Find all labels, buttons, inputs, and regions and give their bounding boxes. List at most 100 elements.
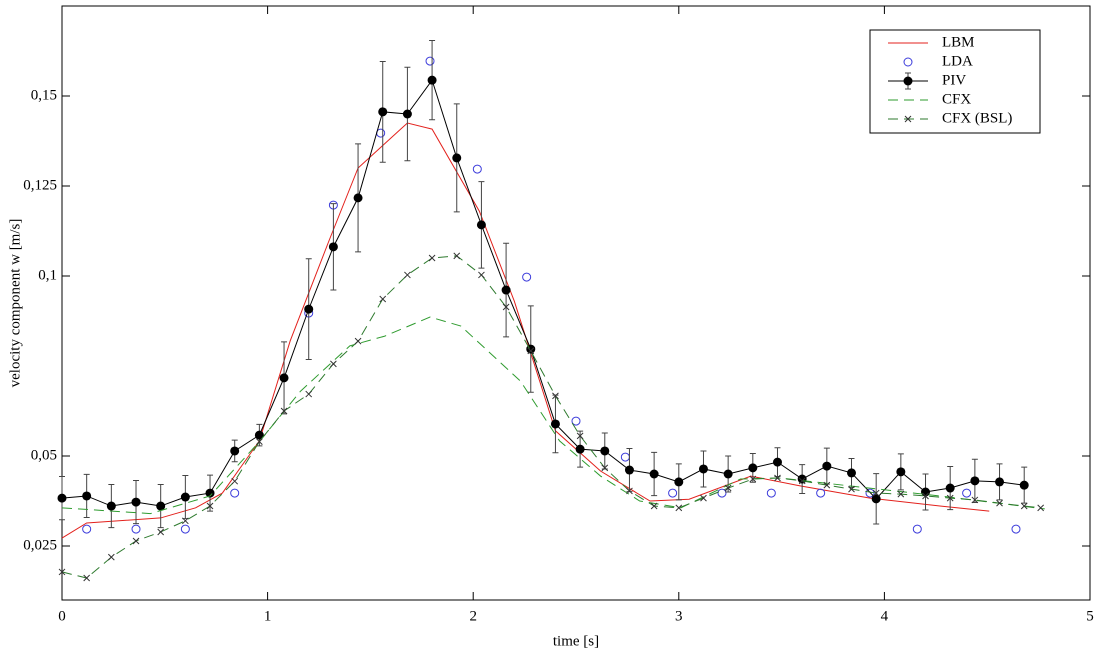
x-tick-label: 5 [1086, 608, 1094, 624]
piv-point [106, 501, 116, 511]
y-tick-label: 0,125 [23, 177, 57, 193]
x-tick-label: 4 [881, 608, 889, 624]
piv-point [822, 461, 832, 471]
lda-point [717, 488, 727, 498]
cfx-bsl-point [182, 517, 189, 525]
cfx-bsl-point [626, 487, 633, 495]
legend: LBM LDA PIV CFX CFX (BSL) [869, 29, 1041, 134]
cfx-bsl-point [872, 489, 880, 497]
legend-marker [903, 57, 913, 67]
piv-point [328, 242, 338, 252]
cfx-bsl-point [897, 490, 905, 498]
series-line [61, 316, 1045, 515]
cfx-bsl-point [971, 496, 979, 504]
cfx-bsl-point [453, 252, 461, 260]
piv-point [57, 493, 67, 503]
piv-point [723, 469, 733, 479]
cfx-bsl-point [502, 303, 510, 311]
piv-point [896, 467, 906, 477]
cfx-bsl-point [231, 477, 239, 485]
series-line [61, 79, 1025, 507]
cfx-bsl-point [478, 271, 485, 279]
lda-point [571, 416, 581, 426]
y-tick-label: 0,1 [38, 267, 57, 283]
y-tick-label: 0,05 [31, 447, 57, 463]
cfx-bsl-point [700, 494, 707, 502]
cfx-bsl-point [848, 485, 855, 493]
piv-point [698, 464, 708, 474]
piv-point [995, 477, 1005, 487]
cfx-bsl-point [1020, 502, 1028, 510]
piv-point [624, 465, 634, 475]
piv-point [180, 492, 190, 502]
lda-point [766, 488, 776, 498]
piv-point [254, 430, 264, 440]
piv-point [945, 483, 955, 493]
piv-point [230, 446, 240, 456]
cfx-bsl-point [428, 254, 436, 262]
y-tick-label: 0,025 [23, 537, 57, 553]
cfx-bsl-point [83, 574, 91, 582]
lda-point [522, 272, 532, 282]
cfx-bsl-point [996, 499, 1003, 507]
piv-point [156, 501, 166, 511]
piv-point [871, 494, 881, 504]
cfx-bsl-point [527, 347, 535, 355]
cfx-bsl-point [330, 360, 337, 368]
piv-point [674, 477, 684, 487]
piv-point [600, 446, 610, 456]
y-axis-label: velocity component w [m/s] [7, 219, 23, 388]
x-tick-label: 1 [264, 608, 272, 624]
legend-label: PIV [942, 72, 966, 88]
cfx-bsl-point [256, 438, 263, 445]
lda-point [912, 524, 922, 534]
lda-point [816, 488, 826, 498]
cfx-bsl-point [280, 407, 288, 415]
piv-point [353, 193, 363, 203]
legend-marker [904, 115, 912, 123]
lda-point [1011, 524, 1021, 534]
cfx-bsl-point [107, 553, 115, 561]
y-tick-label: 0,15 [31, 87, 57, 103]
piv-point [797, 474, 807, 484]
lda-point [230, 488, 240, 498]
piv-point [205, 488, 215, 498]
piv-point [427, 75, 437, 85]
piv-point [131, 497, 141, 507]
piv-point [970, 476, 980, 486]
cfx-bsl-point [305, 390, 313, 398]
lda-point [425, 56, 435, 66]
plot-frame [61, 5, 1091, 601]
lda-point [180, 524, 190, 534]
x-tick-label: 2 [469, 608, 477, 624]
cfx-bsl-point [946, 494, 954, 502]
piv-point [402, 109, 412, 119]
cfx-bsl-point [675, 504, 683, 512]
piv-point [575, 444, 585, 454]
lda-point [472, 164, 482, 174]
piv-point [452, 153, 462, 163]
cfx-bsl-point [823, 481, 831, 489]
series [61, 316, 1045, 515]
piv-point [1019, 480, 1029, 490]
cfx-bsl-point [157, 528, 165, 536]
lda-point [82, 524, 92, 534]
piv-point [772, 457, 782, 467]
series [61, 122, 990, 539]
lda-point [962, 488, 972, 498]
cfx-bsl-point [749, 475, 757, 483]
legend-label: CFX [942, 91, 971, 107]
piv-point [847, 468, 857, 478]
cfx-bsl-point [58, 568, 66, 576]
cfx-bsl-point [1037, 504, 1045, 512]
piv-point [279, 373, 289, 383]
piv-point [476, 220, 486, 230]
piv-point [649, 469, 659, 479]
legend-label: CFX (BSL) [942, 110, 1012, 126]
cfx-bsl-point [601, 464, 609, 472]
series [58, 252, 1045, 582]
series [57, 40, 1029, 529]
piv-point [748, 463, 758, 473]
cfx-bsl-point [774, 474, 781, 482]
